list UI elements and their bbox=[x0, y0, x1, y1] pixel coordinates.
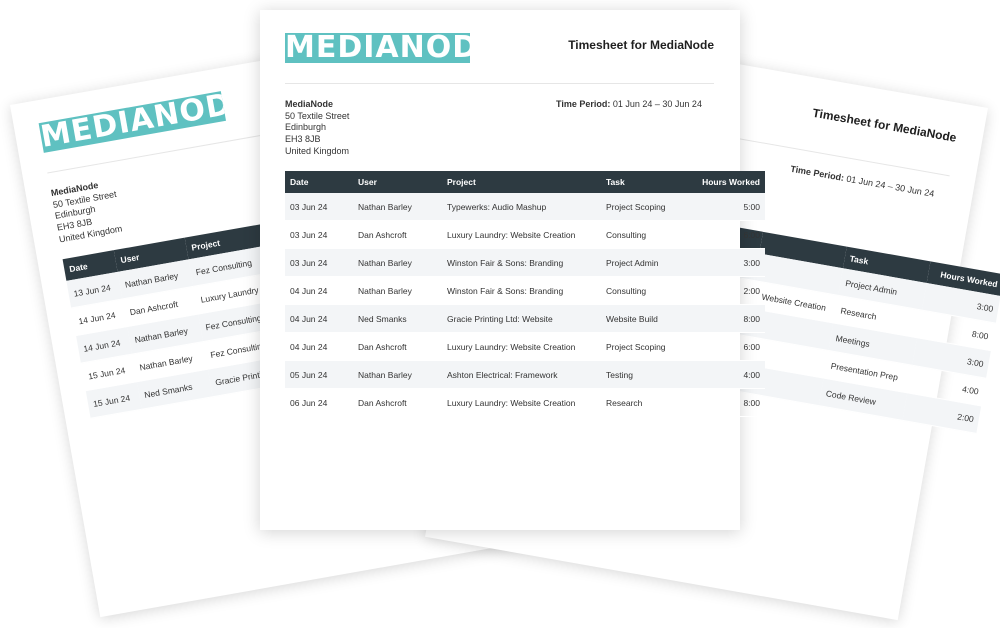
cell-user: Dan Ashcroft bbox=[353, 388, 442, 417]
table-row: 05 Jun 24 Nathan Barley Ashton Electrical:… bbox=[285, 360, 765, 389]
time-period-label: Time Period: bbox=[556, 99, 611, 109]
table-row: 04 Jun 24 Dan Ashcroft Luxury Laundry: Web… bbox=[285, 332, 765, 361]
timesheet-table: Date User Project Task Hours Worked 03 Jun 24… bbox=[285, 171, 765, 417]
cell-task: Website Build bbox=[601, 304, 695, 333]
cell-hours: 5:00 bbox=[695, 193, 765, 221]
document-title: Timesheet for MediaNode bbox=[568, 38, 714, 52]
cell-task: Testing bbox=[601, 360, 695, 389]
time-period-value: 01 Jun 24 – 30 Jun 24 bbox=[612, 99, 702, 109]
table-row: 04 Jun 24 Nathan Barley Winston Fair & Son… bbox=[285, 276, 765, 305]
company-address: MediaNode 50 Textile Street Edinburgh EH3 8… bbox=[50, 177, 124, 246]
cell-date: 03 Jun 24 bbox=[285, 220, 353, 249]
cell-user: Ned Smanks bbox=[353, 304, 442, 333]
address-line: 50 Textile Street bbox=[285, 110, 350, 121]
cell-date: 05 Jun 24 bbox=[285, 360, 353, 389]
column-header-task: Task bbox=[601, 171, 695, 193]
table-header-row: Date User Project Task Hours Worked bbox=[285, 171, 765, 193]
time-period-value: 01 Jun 24 – 30 Jun 24 bbox=[845, 173, 936, 199]
table-row: 04 Jun 24 Ned Smanks Gracie Printing Ltd: … bbox=[285, 304, 765, 333]
cell-date: 04 Jun 24 bbox=[285, 332, 353, 361]
cell-task: Project Admin bbox=[601, 248, 695, 277]
cell-task: Consulting bbox=[601, 220, 695, 249]
cell-date: 03 Jun 24 bbox=[285, 248, 353, 277]
cell-task: Project Scoping bbox=[601, 332, 695, 361]
cell-project: Ashton Electrical: Framework bbox=[442, 360, 601, 389]
column-header-hours: Hours Worked bbox=[695, 171, 765, 193]
cell-task: Consulting bbox=[601, 276, 695, 305]
timesheet-page-center: MEDIANODE Timesheet for MediaNode MediaNod… bbox=[260, 10, 765, 530]
time-period: Time Period: 01 Jun 24 – 30 Jun 24 bbox=[556, 99, 702, 109]
address-line: EH3 8JB bbox=[285, 134, 321, 145]
medianode-logo: MEDIANODE bbox=[38, 91, 227, 153]
cell-date: 04 Jun 24 bbox=[285, 276, 353, 305]
table-row: 03 Jun 24 Dan Ashcroft Luxury Laundry: Web… bbox=[285, 220, 765, 249]
cell-project: Luxury Laundry: Website Creation bbox=[442, 332, 601, 361]
document-title: Timesheet for MediaNode bbox=[811, 105, 958, 145]
cell-hours: 8:00 bbox=[695, 388, 765, 417]
cell-project: Winston Fair & Sons: Branding bbox=[442, 248, 601, 277]
cell-hours: 6:00 bbox=[695, 220, 765, 249]
company-address: MediaNode 50 Textile Street Edinburgh EH3 8… bbox=[285, 99, 349, 158]
cell-hours: 3:00 bbox=[695, 248, 765, 277]
cell-hours: 4:00 bbox=[695, 360, 765, 389]
cell-date: 06 Jun 24 bbox=[285, 388, 353, 417]
cell-project: Gracie Printing Ltd: Website bbox=[442, 304, 601, 333]
cell-user: Nathan Barley bbox=[353, 193, 442, 221]
table-row: 03 Jun 24 Nathan Barley Winston Fair & Son… bbox=[285, 248, 765, 277]
cell-user: Nathan Barley bbox=[353, 360, 442, 389]
address-line: Edinburgh bbox=[285, 122, 327, 133]
cell-task: Project Scoping bbox=[601, 193, 695, 221]
table-row: 06 Jun 24 Dan Ashcroft Luxury Laundry: Web… bbox=[285, 388, 765, 417]
column-header-project: Project bbox=[442, 171, 601, 193]
cell-date: 04 Jun 24 bbox=[285, 304, 353, 333]
column-header-date: Date bbox=[285, 171, 353, 193]
cell-user: Dan Ashcroft bbox=[353, 220, 442, 249]
cell-user: Nathan Barley bbox=[353, 276, 442, 305]
company-name: MediaNode bbox=[285, 99, 334, 109]
cell-date: 03 Jun 24 bbox=[285, 193, 353, 221]
cell-project: Luxury Laundry: Website Creation bbox=[442, 220, 601, 249]
cell-user: Dan Ashcroft bbox=[353, 332, 442, 361]
cell-hours: 2:00 bbox=[695, 276, 765, 305]
divider bbox=[285, 83, 714, 84]
medianode-logo: MEDIANODE bbox=[285, 33, 470, 63]
cell-project: Luxury Laundry: Website Creation bbox=[442, 388, 601, 417]
address-line: United Kingdom bbox=[285, 145, 350, 156]
time-period-label: Time Period: bbox=[789, 163, 845, 183]
cell-hours: 8:00 bbox=[695, 304, 765, 333]
cell-hours: 6:00 bbox=[695, 332, 765, 361]
table-row: 03 Jun 24 Nathan Barley Typewerks: Audio M… bbox=[285, 193, 765, 221]
cell-user: Nathan Barley bbox=[353, 248, 442, 277]
cell-task: Research bbox=[601, 388, 695, 417]
cell-project: Winston Fair & Sons: Branding bbox=[442, 276, 601, 305]
cell-project: Typewerks: Audio Mashup bbox=[442, 193, 601, 221]
column-header-user: User bbox=[353, 171, 442, 193]
